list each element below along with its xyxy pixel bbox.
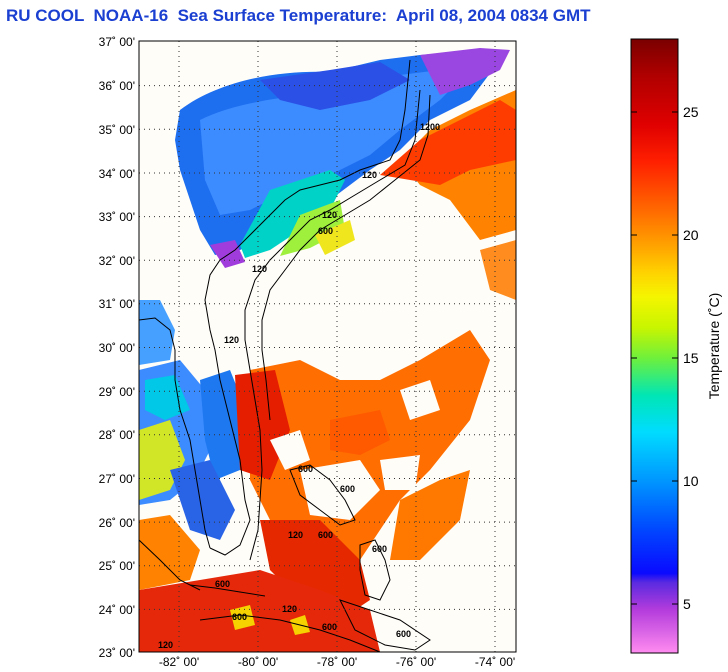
cuba-coast [199, 614, 381, 652]
graticule [139, 41, 516, 652]
colorbar-tick-label: 25 [683, 104, 699, 120]
contour-label: 600 [372, 544, 387, 554]
colorbar-ticks [631, 111, 678, 605]
cold-water-core [200, 70, 470, 215]
latitude-labels: 37˚ 00' 36˚ 00' 35˚ 00' 34˚ 00' 33˚ 00' … [99, 35, 135, 660]
bahamas-bank-1 [289, 464, 356, 526]
lat-label: 28˚ 00' [99, 428, 135, 442]
contour-label: 1200 [420, 122, 440, 132]
lat-label: 37˚ 00' [99, 35, 135, 49]
contour-label: 120 [288, 530, 303, 540]
lat-label: 31˚ 00' [99, 297, 135, 311]
lon-label: -74˚ 00' [475, 655, 515, 669]
bahamas-bank-2 [359, 539, 391, 601]
gulf-stream-patch [480, 240, 516, 300]
warm-patch-mid [330, 410, 390, 455]
gulf-nw-cool [139, 300, 175, 365]
bahamas-bank-3 [339, 599, 431, 651]
lat-label: 34˚ 00' [99, 167, 135, 181]
contour-label: 120 [224, 335, 239, 345]
lat-label: 36˚ 00' [99, 79, 135, 93]
contour-label: 120 [362, 170, 377, 180]
purple-fringe [420, 48, 510, 95]
contour-shelf-600 [261, 94, 431, 421]
lat-label: 27˚ 00' [99, 472, 135, 486]
lat-label: 26˚ 00' [99, 516, 135, 530]
map-frame [138, 40, 517, 653]
contour-label: 600 [322, 622, 337, 632]
cloud-patch-5 [380, 455, 420, 490]
colorbar-label: Temperature (˚C) [706, 293, 722, 400]
contour-shelf-120 [244, 89, 421, 561]
lon-label: -82˚ 00' [159, 655, 199, 669]
gulf-stream-core [380, 100, 516, 185]
map-title: RU COOL NOAA-16 Sea Surface Temperature:… [6, 6, 591, 25]
colorbar [630, 38, 679, 654]
lon-label: -80˚ 00' [238, 655, 278, 669]
lat-label: 33˚ 00' [99, 210, 135, 224]
cloud-patch-2 [400, 380, 440, 420]
warm-bahamas [260, 520, 370, 620]
lat-label: 23˚ 00' [99, 646, 135, 660]
shelf-yellow [315, 220, 355, 255]
contour-label: 600 [340, 484, 355, 494]
colorbar-tick-label: 20 [683, 227, 699, 243]
contour-label: 600 [298, 464, 313, 474]
contour-label: 600 [318, 226, 333, 236]
lat-label: 35˚ 00' [99, 123, 135, 137]
florida-interior-blue [170, 460, 235, 540]
purple-coast [210, 240, 245, 268]
lat-label: 25˚ 00' [99, 559, 135, 573]
lat-label: 29˚ 00' [99, 385, 135, 399]
cloud-patch-3 [270, 430, 310, 470]
contour-label: 120 [158, 640, 173, 650]
lat-label: 30˚ 00' [99, 341, 135, 355]
lat-label: 24˚ 00' [99, 603, 135, 617]
colorbar-tick-label: 5 [683, 596, 691, 612]
colorbar-tick-label: 10 [683, 473, 699, 489]
contour-label: 120 [322, 210, 337, 220]
contour-label: 120 [252, 264, 267, 274]
contour-label: 600 [318, 530, 333, 540]
contour-label: 600 [396, 629, 411, 639]
warm-band-east [390, 470, 470, 560]
cloud-patch-1 [300, 460, 380, 520]
yellow-spot-1 [230, 605, 255, 630]
warm-straits [139, 570, 380, 652]
lat-label: 32˚ 00' [99, 254, 135, 268]
cloud-patch-4 [420, 540, 516, 640]
sst-data-layer [139, 48, 516, 652]
lon-label: -78˚ 00' [317, 655, 357, 669]
florida-keys [189, 584, 266, 597]
warm-gulf-sw [139, 515, 200, 590]
shelf-water [240, 170, 345, 258]
coastline-gulf [139, 317, 211, 549]
shelf-green [280, 200, 345, 256]
contour-label: 600 [232, 612, 247, 622]
colorbar-tick-label: 15 [683, 350, 699, 366]
contour-label: 600 [215, 579, 230, 589]
colorbar-tick-labels: 25 20 15 10 5 [683, 104, 699, 612]
longitude-labels: -82˚ 00' -80˚ 00' -78˚ 00' -76˚ 00' -74˚… [159, 655, 515, 669]
lon-label: -76˚ 00' [396, 655, 436, 669]
